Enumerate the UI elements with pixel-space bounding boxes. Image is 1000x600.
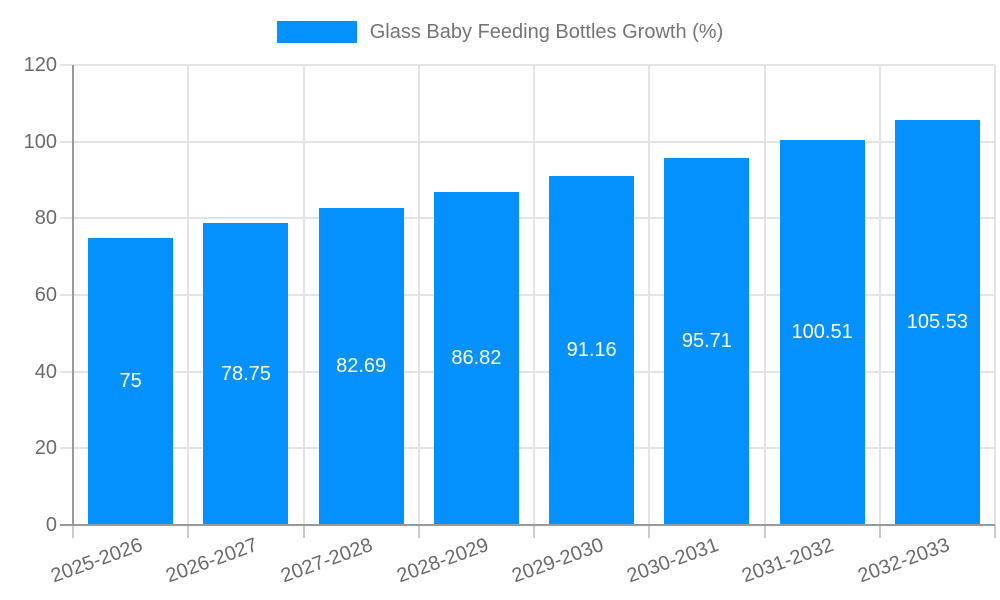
h-gridline	[60, 217, 995, 220]
x-axis-tick-label: 2028-2029	[393, 533, 492, 588]
bar-value-label: 91.16	[566, 338, 617, 361]
x-axis-tick-mark	[417, 525, 420, 538]
bar[interactable]: 86.82	[433, 192, 519, 525]
bar[interactable]: 91.16	[549, 175, 635, 525]
plot-area: 0 20 40 60 80 100 120 75 78.75 82.69 86.82 91.16 95.…	[24, 54, 996, 587]
x-axis-tick-label: 2032-2033	[854, 533, 953, 588]
x-axis-tick-mark	[878, 525, 881, 538]
y-axis-tick-label: 40	[34, 360, 57, 383]
h-gridline	[60, 64, 995, 66]
x-axis-tick-label: 2025-2026	[48, 533, 146, 588]
x-axis-tick-mark	[763, 525, 766, 538]
x-axis-tick-mark	[72, 525, 74, 538]
bar[interactable]: 105.53	[894, 120, 980, 525]
y-axis-tick-label: 80	[34, 207, 57, 230]
bar-value-label: 78.75	[220, 362, 271, 385]
bar[interactable]: 82.69	[318, 208, 404, 525]
v-gridline	[648, 65, 651, 525]
bar-value-label: 100.51	[791, 320, 853, 343]
x-axis-tick-label: 2031-2032	[739, 533, 837, 588]
y-axis-tick-label: 0	[45, 514, 57, 536]
bar-value-label: 105.53	[906, 311, 968, 334]
y-axis-line	[72, 65, 74, 525]
x-axis-tick-label: 2029-2030	[509, 533, 607, 588]
v-gridline	[302, 65, 305, 525]
y-axis-tick-label: 20	[34, 437, 57, 460]
v-gridline	[763, 65, 766, 525]
h-gridline	[60, 370, 995, 373]
x-axis-tick-mark	[994, 525, 996, 538]
bar-value-label: 75	[119, 369, 142, 392]
bar[interactable]: 78.75	[203, 223, 289, 525]
v-gridline	[417, 65, 420, 525]
legend-swatch[interactable]	[276, 21, 357, 43]
x-axis-tick-mark	[648, 525, 651, 538]
chart-legend[interactable]: Glass Baby Feeding Bottles Growth (%)	[0, 21, 1000, 43]
y-axis-tick-label: 100	[23, 130, 57, 153]
bar[interactable]: 100.51	[779, 139, 865, 525]
v-gridline	[533, 65, 535, 525]
h-gridline	[60, 294, 995, 296]
bar-value-label: 95.71	[681, 330, 732, 353]
bar-value-label: 82.69	[336, 355, 387, 378]
x-axis-tick-label: 2030-2031	[624, 533, 722, 588]
h-gridline	[60, 140, 995, 143]
legend-label: Glass Baby Feeding Bottles Growth (%)	[369, 21, 724, 43]
x-axis-tick-label: 2027-2028	[278, 533, 376, 588]
x-axis-line	[60, 524, 995, 526]
bar-value-label: 86.82	[451, 347, 502, 370]
h-gridline	[60, 447, 995, 450]
v-gridline	[187, 65, 190, 525]
x-axis-tick-mark	[187, 525, 190, 538]
x-axis-tick-label: 2026-2027	[163, 533, 261, 588]
x-axis-tick-mark	[302, 525, 305, 538]
x-axis-tick-mark	[533, 525, 535, 538]
v-gridline	[994, 65, 996, 525]
v-gridline	[878, 65, 881, 525]
bar[interactable]: 75	[88, 237, 174, 525]
y-axis-tick-label: 60	[34, 284, 57, 306]
bar[interactable]: 95.71	[664, 158, 750, 525]
y-axis-tick-label: 120	[23, 54, 57, 76]
